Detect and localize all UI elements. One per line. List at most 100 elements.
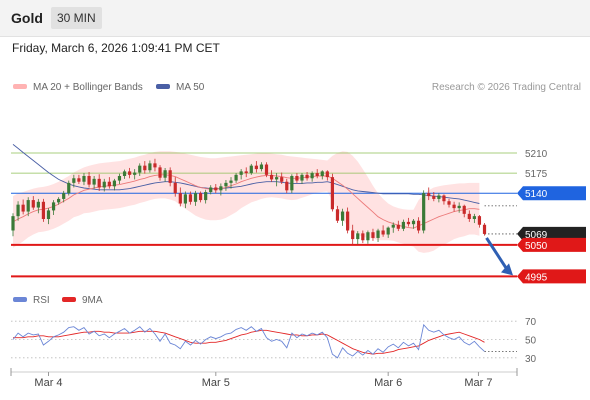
rsi-line: [12, 323, 485, 359]
rsi-tick-50: 50: [525, 336, 537, 347]
candle: [244, 167, 248, 178]
x-tick-label: Mar 5: [202, 377, 230, 389]
candle: [82, 173, 86, 186]
forecast-arrow: [485, 237, 513, 276]
candle: [51, 200, 56, 215]
candle: [371, 228, 375, 241]
forecast-arrow-head: [501, 263, 513, 276]
candle: [442, 194, 446, 205]
candle: [275, 173, 279, 187]
pivot-tag-5140: [517, 186, 586, 201]
timestamp: Friday, March 6, 2026 1:09:41 PM CET: [12, 41, 220, 55]
candle: [325, 170, 329, 181]
bollinger-band: [13, 151, 480, 253]
candle: [381, 225, 385, 237]
candle: [128, 167, 132, 179]
candle: [36, 198, 40, 214]
rsi-legend-label: RSI: [33, 295, 50, 306]
rsi-tick-70: 70: [525, 317, 537, 328]
candle: [77, 174, 81, 185]
candle: [148, 160, 152, 173]
ma20-line: [12, 174, 480, 229]
symbol-title: Gold: [11, 10, 43, 26]
candle: [41, 198, 46, 222]
rsi-ma-line: [13, 329, 485, 355]
candle: [87, 171, 91, 188]
candle: [417, 217, 421, 234]
candle: [305, 171, 309, 181]
candle: [214, 184, 218, 194]
candle: [183, 191, 187, 209]
candle: [143, 161, 147, 174]
candle: [122, 169, 127, 179]
x-tick-label: Mar 7: [464, 377, 492, 389]
candle: [92, 175, 96, 189]
timeframe-button[interactable]: 30 MIN: [51, 7, 102, 29]
candle: [427, 187, 431, 201]
candle: [219, 183, 223, 196]
candle: [16, 201, 20, 221]
rsi-panel: 30 50 70: [11, 317, 537, 365]
candle: [239, 169, 243, 180]
ma20-legend-swatch: [13, 84, 27, 89]
candle: [26, 197, 30, 217]
candle: [133, 169, 137, 180]
candle: [153, 158, 157, 172]
rsi-tick-30: 30: [525, 354, 537, 365]
candle: [173, 177, 177, 197]
top-bar: Gold 30 MIN: [0, 0, 590, 37]
forecast-arrow-shaft: [485, 237, 509, 271]
candle: [198, 191, 203, 203]
candle: [264, 162, 269, 178]
candle: [361, 230, 365, 244]
price-levels: [11, 152, 517, 278]
candles: [11, 158, 487, 245]
candle: [310, 171, 314, 182]
candle: [346, 207, 350, 234]
candle: [97, 174, 101, 191]
candle: [467, 210, 471, 222]
candle: [376, 228, 380, 242]
candle: [351, 224, 355, 245]
candle: [168, 167, 172, 187]
candle: [335, 205, 340, 224]
candle: [112, 178, 116, 191]
candle: [462, 204, 466, 218]
candle: [188, 191, 193, 205]
ma50-legend-label: MA 50: [176, 82, 205, 93]
candle: [477, 215, 482, 228]
candle: [107, 177, 111, 189]
candle: [269, 170, 274, 182]
rsi-ma-legend-label: 9MA: [82, 295, 103, 306]
candle: [315, 169, 319, 179]
rsi-ma-legend-swatch: [62, 297, 76, 302]
candle: [254, 161, 258, 173]
candle: [290, 174, 294, 194]
candle: [422, 190, 426, 234]
candle: [67, 180, 71, 196]
candle: [204, 189, 208, 204]
last-price-tag: [517, 226, 586, 241]
bollinger-band-area: [13, 151, 480, 253]
candle: [482, 223, 487, 236]
candle: [472, 213, 476, 224]
last-price-label: 5069: [525, 230, 548, 241]
candle: [178, 187, 182, 207]
candle: [366, 230, 370, 244]
candle: [411, 219, 416, 229]
candle: [224, 180, 228, 191]
x-tick-label: Mar 4: [34, 377, 62, 389]
candle: [285, 178, 289, 194]
resistance-label-5210: 5210: [525, 149, 548, 160]
candle: [138, 163, 142, 176]
candle: [396, 220, 400, 232]
candle: [72, 174, 76, 188]
candle: [117, 173, 122, 185]
candle: [259, 162, 264, 172]
candle: [447, 198, 451, 208]
candle: [158, 165, 162, 181]
candle: [234, 173, 238, 183]
candle: [437, 193, 441, 203]
rsi-legend: RSI 9MA: [13, 295, 103, 306]
